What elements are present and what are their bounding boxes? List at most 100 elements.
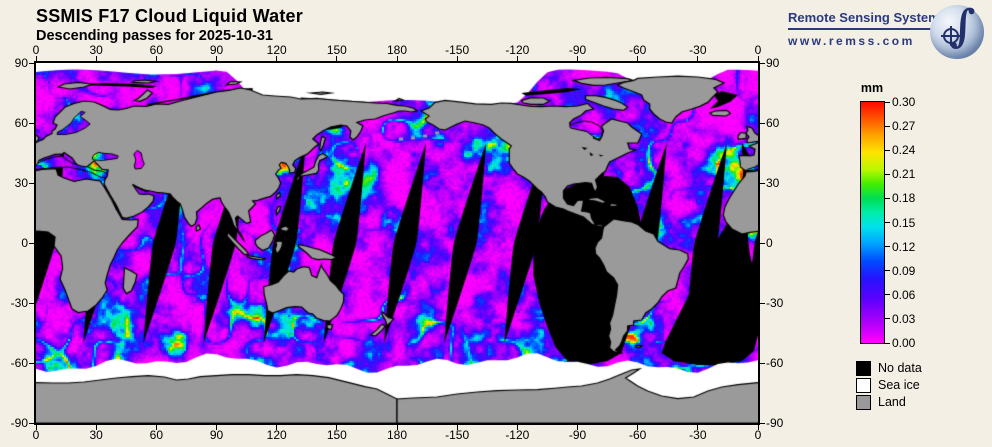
lat-tick-right [760,362,765,364]
lat-tick-label-right: -30 [766,296,784,310]
lon-tick-label-top: 90 [209,43,224,57]
colorbar-tick-label: 0.03 [892,311,916,326]
colorbar-tick-label: 0.00 [892,336,916,350]
lon-tick-top [95,56,97,61]
colorbar-tick-label: 0.12 [892,239,916,254]
lat-tick-label-left: 30 [14,176,28,190]
lon-tick-label-bottom: -30 [689,428,707,442]
lon-tick-bottom [95,425,97,430]
colorbar-tick [884,125,890,127]
lon-tick-bottom [516,425,518,430]
lon-tick-bottom [336,425,338,430]
lon-tick-top [396,56,398,61]
colorbar-tick-label: 0.06 [892,287,916,302]
lat-tick-right [760,182,765,184]
lat-tick-label-left: 90 [14,56,28,70]
lat-tick-left [29,242,34,244]
colorbar-tick [884,318,890,320]
lon-tick-top [456,56,458,61]
lon-tick-bottom [456,425,458,430]
lon-tick-bottom [697,425,699,430]
lat-tick-left [29,122,34,124]
lon-tick-top [336,56,338,61]
colorbar-tick [884,294,890,296]
lon-tick-label-bottom: -120 [505,428,530,442]
colorbar-tick [884,222,890,223]
lon-tick-label-bottom: 0 [32,428,40,442]
lon-tick-label-top: -90 [568,43,587,57]
lat-tick-label-right: 60 [766,116,780,130]
lon-tick-label-top: -150 [445,43,470,57]
seaice-swatch [856,377,871,393]
lon-tick-bottom [637,425,639,430]
lon-tick-bottom [757,425,759,430]
lon-tick-bottom [155,425,157,430]
lon-tick-top [637,56,639,61]
lon-tick-top [35,56,37,61]
lat-tick-label-left: -90 [10,416,28,430]
lon-tick-top [155,56,157,61]
remss-logo-name[interactable]: Remote Sensing Systems [788,10,947,30]
colorbar-tick-label: 0.18 [892,191,916,206]
lon-tick-label-bottom: 120 [266,428,287,442]
lon-tick-top [276,56,278,61]
lon-tick-bottom [216,425,217,430]
lon-tick-bottom [396,425,398,430]
lon-tick-label-bottom: 150 [326,428,347,442]
lon-tick-label-top: -30 [689,43,707,57]
lon-tick-top [757,56,759,61]
lon-tick-label-top: 30 [89,43,103,57]
lat-tick-right [760,422,765,424]
lon-tick-label-bottom: -60 [628,428,647,442]
colorbar-unit-label: mm [860,81,884,95]
lon-tick-label-bottom: 0 [754,428,762,442]
colorbar-tick [884,342,890,344]
lat-tick-left [29,362,34,364]
lat-tick-label-right: 90 [766,56,780,70]
land-swatch [856,394,871,410]
lat-tick-right [760,122,765,124]
lon-tick-label-bottom: 30 [89,428,103,442]
lon-tick-top [577,56,578,61]
lon-tick-label-top: 0 [32,43,40,57]
nodata-swatch [856,360,871,376]
colorbar-tick-label: 0.27 [892,119,916,134]
colorbar-tick [884,270,890,272]
legend-row-nodata: No data [856,360,922,376]
page-title: SSMIS F17 Cloud Liquid Water [36,6,303,26]
lon-tick-label-top: 120 [266,43,287,57]
lat-tick-label-left: 0 [21,236,28,250]
lon-tick-bottom [276,425,278,430]
remss-globe-icon: ∫ [930,1,984,59]
page-subtitle: Descending passes for 2025-10-31 [36,28,273,44]
lat-tick-left [29,182,34,184]
map-canvas [36,63,758,423]
lon-tick-label-top: 60 [149,43,164,57]
colorbar [860,101,885,344]
colorbar-tick [884,246,890,248]
lat-tick-label-left: -60 [10,356,28,370]
lat-tick-label-right: -60 [766,356,784,370]
lon-tick-top [697,56,699,61]
lon-tick-label-bottom: 60 [149,428,164,442]
legend-row-land: Land [856,394,922,410]
lat-tick-label-left: -30 [10,296,28,310]
lon-tick-bottom [35,425,37,430]
remss-logo[interactable]: Remote Sensing Systems www.remss.com [788,10,947,48]
lat-tick-left [29,302,34,304]
lon-tick-label-top: 150 [326,43,347,57]
lat-tick-left [29,62,34,64]
map-legend: No data Sea ice Land [856,360,922,411]
lon-tick-label-bottom: 180 [386,428,408,442]
lon-tick-label-top: 0 [754,43,762,57]
remss-logo-url[interactable]: www.remss.com [788,34,915,48]
lat-tick-label-right: 0 [766,236,773,250]
colorbar-tick [884,173,890,175]
colorbar-tick-label: 0.15 [892,215,916,230]
colorbar-tick [884,149,890,151]
lon-tick-label-top: 180 [386,43,408,57]
colorbar-tick [884,197,890,199]
legend-row-seaice: Sea ice [856,377,922,393]
lat-tick-right [760,302,765,304]
